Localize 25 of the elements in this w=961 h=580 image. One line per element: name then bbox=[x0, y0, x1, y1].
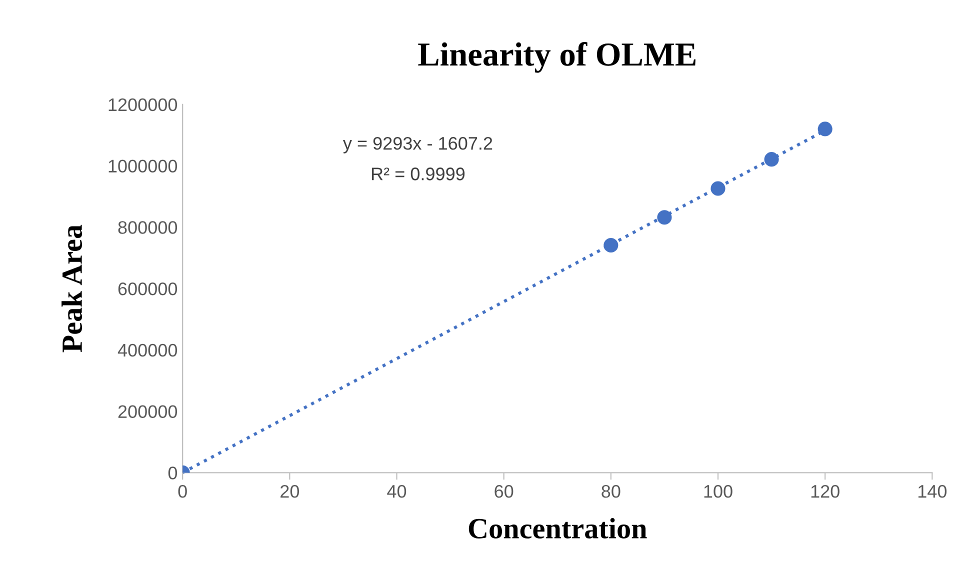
point bbox=[657, 210, 672, 225]
annotation: y = 9293x - 1607.2 bbox=[342, 136, 492, 154]
y-axis-title: Peak Area bbox=[62, 224, 82, 352]
y-tick-label: 1200000 bbox=[108, 98, 178, 112]
y-tick-label: 400000 bbox=[118, 344, 178, 357]
point bbox=[710, 181, 726, 196]
y-tick-label: 1000000 bbox=[108, 160, 178, 173]
x-tick-label: 140 bbox=[918, 484, 947, 498]
x-tick-label: 100 bbox=[704, 484, 732, 498]
x-tick-label: 0 bbox=[178, 484, 187, 498]
x-tick-label: 120 bbox=[811, 484, 840, 498]
y-tick-label: 600000 bbox=[118, 282, 178, 296]
chart-title: Linearity of OLME bbox=[418, 42, 696, 73]
annotation: R² = 0.9999 bbox=[372, 168, 465, 180]
point bbox=[604, 238, 618, 253]
y-tick-label: 0 bbox=[168, 466, 178, 480]
x-tick-label: 20 bbox=[280, 484, 300, 498]
x-axis-title: Concentration bbox=[468, 518, 647, 539]
x-tick-label: 60 bbox=[494, 484, 514, 498]
point bbox=[764, 152, 779, 167]
x-tick-label: 40 bbox=[387, 484, 406, 498]
x-tick-label: 80 bbox=[602, 484, 620, 498]
y-tick-label: 200000 bbox=[118, 405, 178, 418]
y-tick-label: 800000 bbox=[118, 221, 178, 234]
point bbox=[818, 122, 832, 136]
